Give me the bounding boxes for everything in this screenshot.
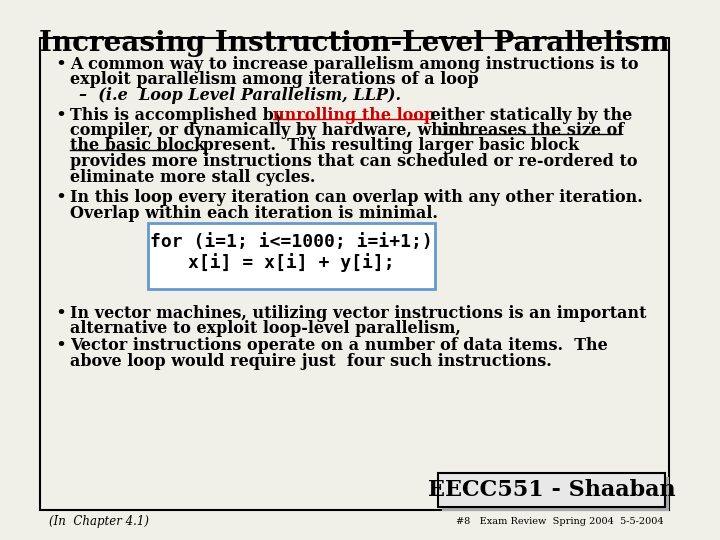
Text: Increasing Instruction-Level Parallelism: Increasing Instruction-Level Parallelism	[39, 30, 670, 57]
Text: the basic block: the basic block	[70, 138, 205, 154]
Text: In vector machines, utilizing vector instructions is an important: In vector machines, utilizing vector ins…	[70, 305, 647, 321]
Text: x[i] = x[i] + y[i];: x[i] = x[i] + y[i];	[188, 253, 395, 272]
Text: –  (i.e  Loop Level Parallelism, LLP).: – (i.e Loop Level Parallelism, LLP).	[78, 87, 401, 104]
Text: Overlap within each iteration is minimal.: Overlap within each iteration is minimal…	[70, 205, 438, 221]
FancyBboxPatch shape	[438, 473, 665, 507]
Text: exploit parallelism among iterations of a loop: exploit parallelism among iterations of …	[70, 71, 478, 89]
Text: present.  This resulting larger basic block: present. This resulting larger basic blo…	[197, 138, 579, 154]
Text: unrolling the loop: unrolling the loop	[273, 106, 435, 124]
Text: increases the size of: increases the size of	[442, 122, 624, 139]
Text: EECC551 - Shaaban: EECC551 - Shaaban	[428, 479, 675, 501]
Text: In this loop every iteration can overlap with any other iteration.: In this loop every iteration can overlap…	[70, 189, 642, 206]
Text: for (i=1; i<=1000; i=i+1;): for (i=1; i<=1000; i=i+1;)	[150, 233, 433, 251]
Text: •: •	[55, 189, 67, 207]
Text: (In  Chapter 4.1): (In Chapter 4.1)	[50, 516, 150, 529]
Text: eliminate more stall cycles.: eliminate more stall cycles.	[70, 168, 315, 186]
Text: above loop would require just  four such instructions.: above loop would require just four such …	[70, 353, 552, 370]
Text: either statically by the: either statically by the	[426, 106, 632, 124]
Text: compiler, or dynamically by hardware, which: compiler, or dynamically by hardware, wh…	[70, 122, 476, 139]
Text: •: •	[55, 106, 67, 125]
Text: provides more instructions that can scheduled or re-ordered to: provides more instructions that can sche…	[70, 153, 637, 170]
Text: #8   Exam Review  Spring 2004  5-5-2004: #8 Exam Review Spring 2004 5-5-2004	[456, 517, 663, 526]
Text: •: •	[55, 305, 67, 322]
FancyBboxPatch shape	[148, 223, 436, 289]
Text: This is accomplished by: This is accomplished by	[70, 106, 289, 124]
Text: •: •	[55, 56, 67, 74]
FancyBboxPatch shape	[40, 38, 668, 510]
Text: •: •	[55, 338, 67, 355]
Text: alternative to exploit loop-level parallelism,: alternative to exploit loop-level parall…	[70, 320, 461, 337]
Text: Vector instructions operate on a number of data items.  The: Vector instructions operate on a number …	[70, 338, 608, 354]
Text: A common way to increase parallelism among instructions is to: A common way to increase parallelism amo…	[70, 56, 639, 73]
FancyBboxPatch shape	[441, 477, 668, 511]
